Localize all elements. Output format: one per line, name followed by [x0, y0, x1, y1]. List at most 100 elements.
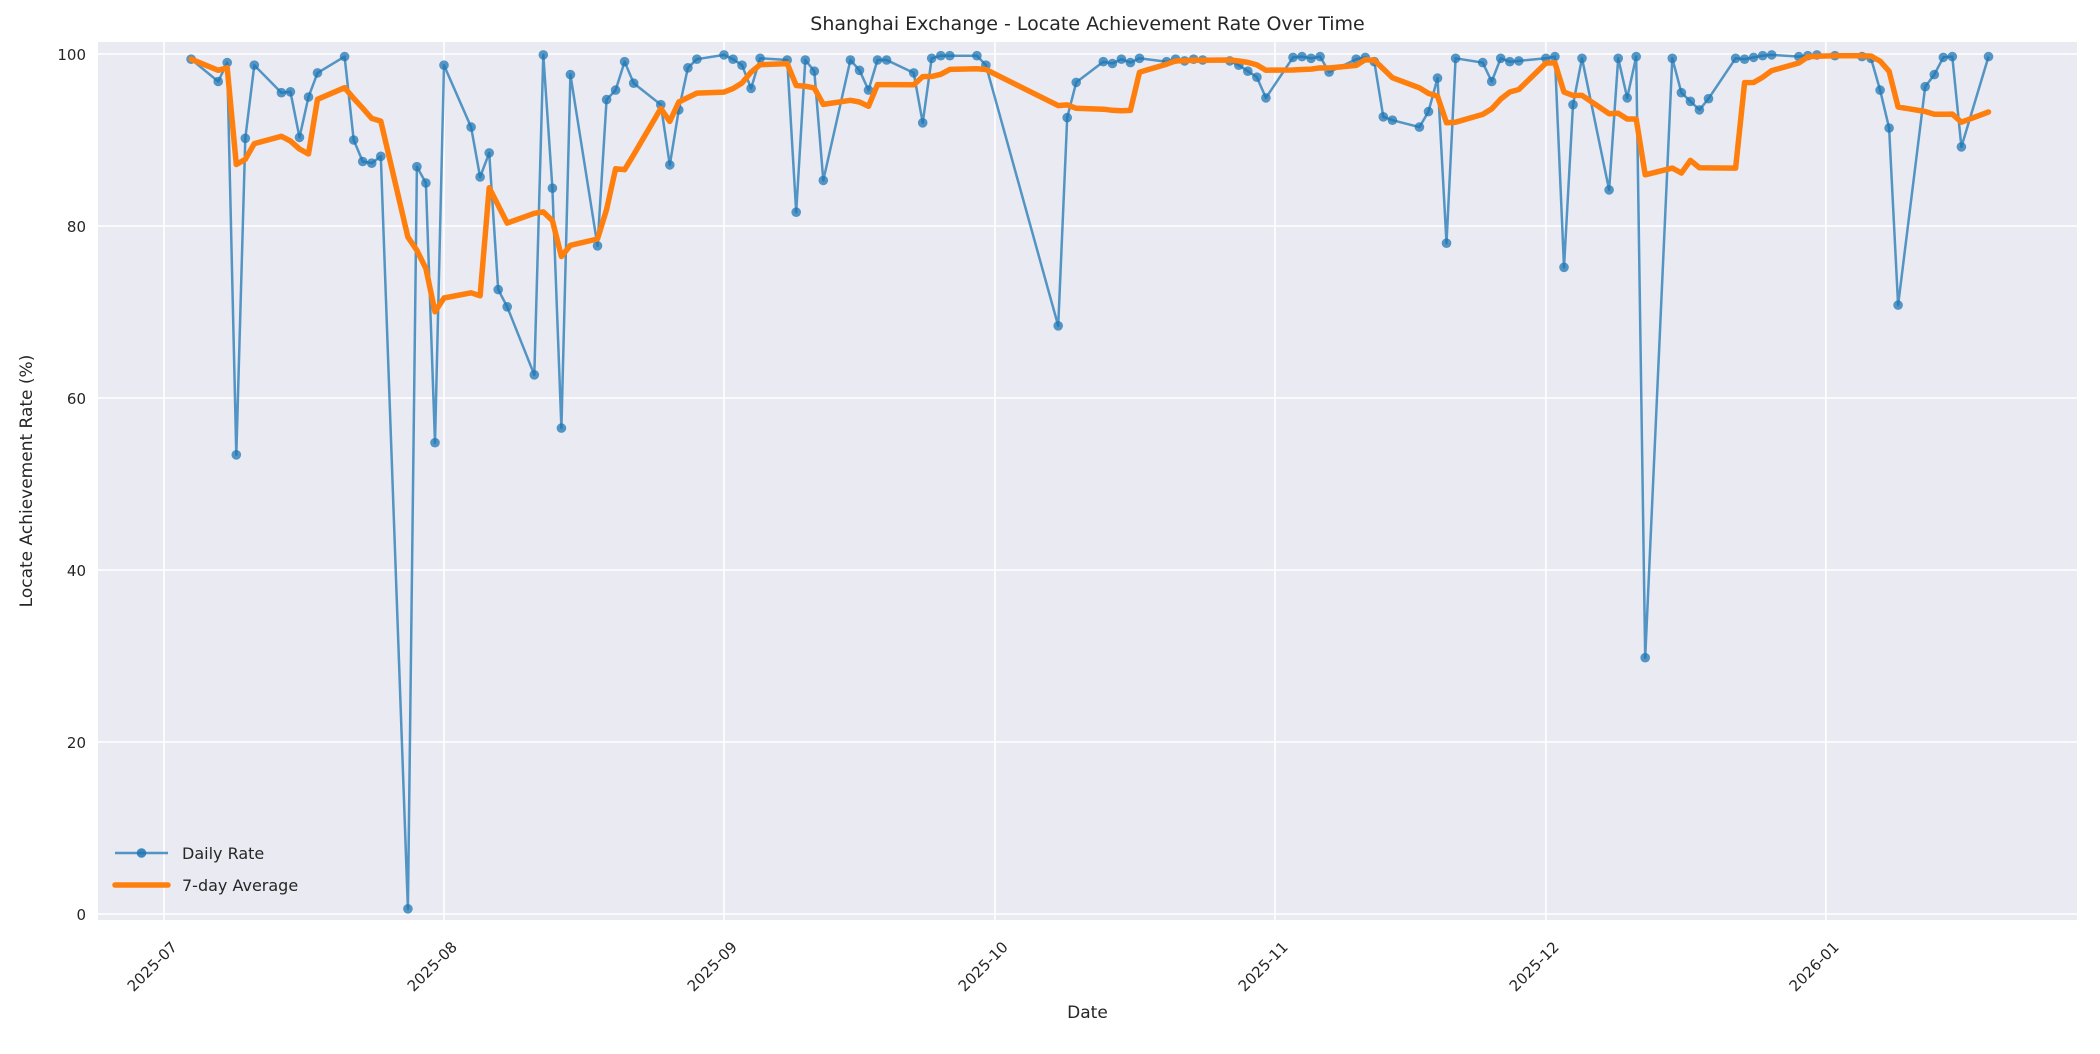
average-series-line [188, 52, 1992, 315]
daily-marker [529, 370, 540, 380]
daily-marker [755, 53, 765, 64]
daily-marker [728, 54, 738, 64]
daily-marker [276, 87, 287, 98]
daily-marker [936, 50, 946, 61]
y-tick-label: 0 [76, 906, 86, 924]
plot-area [98, 42, 2077, 920]
daily-marker [1694, 105, 1705, 115]
daily-marker [556, 423, 567, 433]
daily-marker [908, 68, 919, 78]
daily-marker [213, 76, 223, 87]
y-tick-label: 20 [67, 734, 86, 752]
daily-marker [665, 160, 675, 170]
daily-marker [1252, 72, 1262, 82]
daily-marker [249, 60, 260, 70]
daily-marker [1134, 53, 1145, 64]
daily-marker [493, 284, 504, 295]
daily-marker [348, 135, 359, 145]
x-tick-label: 2025-07 [124, 938, 181, 995]
daily-marker [475, 172, 485, 182]
daily-marker [366, 158, 377, 168]
daily-marker [240, 133, 251, 144]
daily-marker [1261, 93, 1271, 103]
daily-marker [303, 92, 314, 102]
y-axis-label: Locate Achievement Rate (%) [17, 355, 37, 608]
daily-marker [1432, 73, 1443, 83]
daily-marker [1414, 122, 1425, 132]
daily-marker [1486, 76, 1497, 87]
daily-marker [1947, 51, 1958, 62]
daily-marker [1884, 123, 1894, 133]
x-axis-label: Date [1067, 1003, 1108, 1023]
daily-marker [1730, 53, 1741, 64]
daily-marker [1667, 53, 1678, 64]
daily-marker [1107, 58, 1118, 69]
daily-marker [1071, 77, 1081, 88]
daily-marker [1604, 185, 1614, 195]
daily-marker [1685, 96, 1696, 107]
daily-marker [1577, 53, 1587, 64]
daily-marker [565, 69, 576, 80]
daily-marker [1929, 69, 1940, 80]
x-tick-label: 2025-12 [1506, 938, 1563, 995]
daily-marker [1297, 51, 1307, 62]
daily-marker [1514, 56, 1524, 66]
x-tick-label: 2026-01 [1786, 938, 1843, 995]
daily-marker [412, 161, 422, 172]
daily-marker [538, 50, 549, 60]
daily-marker [294, 132, 305, 143]
daily-marker [466, 122, 476, 132]
daily-marker [1631, 51, 1641, 62]
daily-marker [854, 65, 865, 76]
daily-marker [231, 450, 242, 460]
daily-marker [881, 55, 892, 65]
daily-marker [1062, 112, 1072, 123]
daily-marker [339, 51, 350, 62]
daily-marker [1757, 50, 1768, 61]
daily-marker [1748, 52, 1759, 63]
daily-marker [312, 68, 323, 78]
daily-marker [1450, 53, 1461, 64]
daily-marker [1053, 321, 1063, 331]
daily-marker [926, 53, 937, 64]
daily-marker [1243, 66, 1253, 76]
daily-marker [628, 78, 639, 88]
daily-marker [376, 151, 386, 162]
daily-marker [1423, 106, 1434, 117]
daily-marker [1875, 85, 1885, 95]
daily-marker [1893, 300, 1903, 310]
daily-marker [502, 302, 512, 312]
daily-marker [610, 85, 621, 95]
daily-marker [917, 118, 928, 128]
y-tick-label: 80 [67, 218, 86, 236]
daily-marker [285, 87, 296, 97]
daily-marker [1622, 93, 1632, 103]
daily-marker [656, 99, 666, 110]
daily-marker [1640, 652, 1650, 663]
legend-label-average: 7-day Average [182, 876, 298, 895]
daily-marker [746, 83, 756, 94]
daily-marker [863, 85, 874, 95]
daily-marker [692, 54, 702, 64]
daily-marker [1703, 93, 1714, 104]
daily-marker [945, 50, 955, 61]
daily-marker [1938, 52, 1949, 63]
daily-marker [421, 178, 431, 188]
daily-series-line [190, 53, 1990, 911]
daily-marker [1920, 81, 1930, 92]
daily-marker [222, 57, 232, 68]
daily-marker [800, 55, 811, 65]
x-tick-label: 2025-11 [1235, 938, 1292, 995]
daily-marker [430, 437, 440, 448]
daily-marker [439, 60, 449, 70]
daily-marker [845, 55, 856, 65]
daily-marker [1387, 115, 1398, 125]
daily-marker [809, 66, 820, 76]
x-tick-label: 2025-08 [404, 938, 461, 995]
daily-marker [1676, 87, 1687, 98]
daily-marker [601, 94, 612, 105]
daily-marker [1568, 99, 1578, 110]
daily-marker [1378, 112, 1389, 122]
